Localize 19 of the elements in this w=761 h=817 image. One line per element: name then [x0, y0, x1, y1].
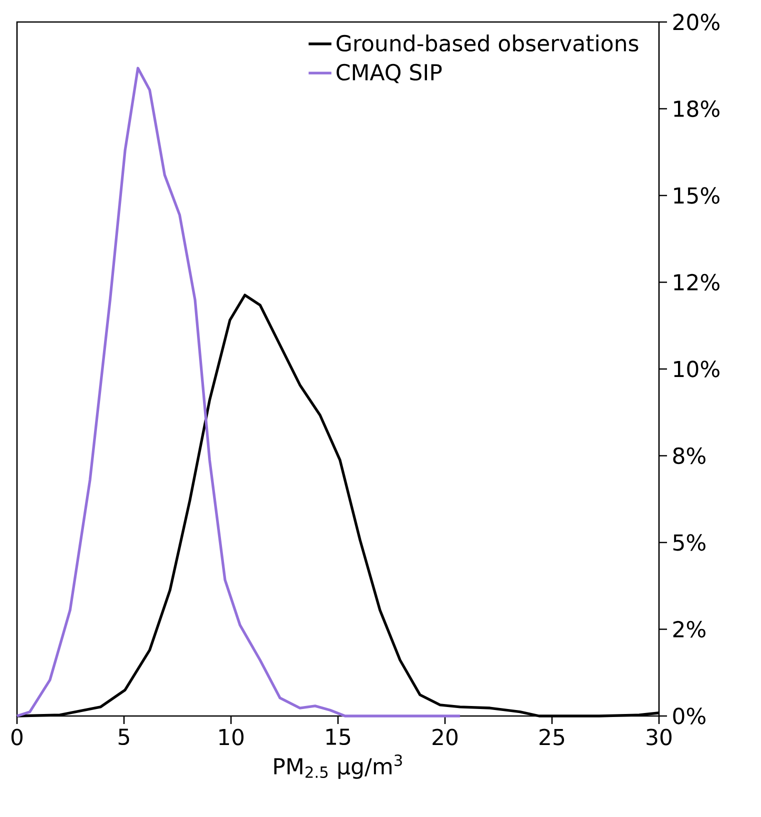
x-tick-label: 20: [432, 728, 458, 746]
y-tick-label: 12%: [674, 274, 720, 291]
y-tick-label: 5%: [673, 534, 706, 551]
x-axis-title: PM$_{2.5}$ μg/m$^{3}$: [274, 754, 402, 779]
y-tick-label: 0%: [673, 708, 706, 724]
x-tick-label: 15: [326, 728, 350, 746]
y-tick-label: 20%: [673, 14, 720, 30]
x-tick-label: 5: [118, 728, 130, 746]
x-tick-label: 10: [219, 728, 244, 746]
x-tick-label: 0: [11, 728, 23, 746]
y-tick-label: 8%: [673, 447, 706, 464]
y-tick-label: 10%: [674, 360, 720, 378]
x-tick-label: 25: [540, 728, 564, 746]
legend-label: CMAQ SIP: [336, 64, 442, 84]
legend-label: Ground-based observations: [336, 34, 638, 52]
x-tick-label: 30: [646, 728, 672, 746]
y-tick-label: 18%: [674, 100, 720, 118]
y-tick-label: 15%: [674, 187, 720, 204]
y-tick-label: 2%: [673, 620, 706, 638]
